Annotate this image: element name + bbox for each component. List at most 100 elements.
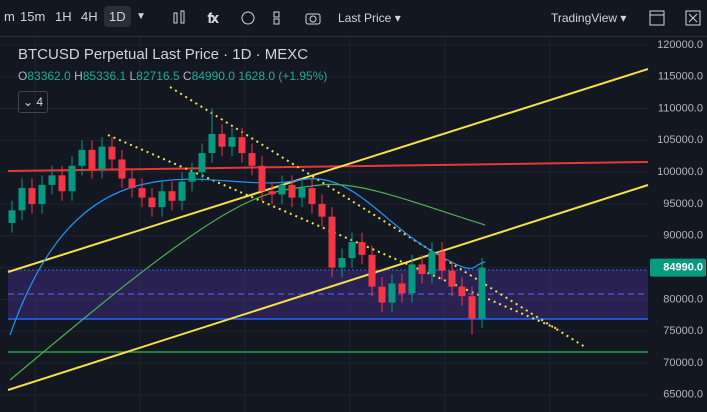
candle-body — [18, 188, 26, 211]
candle-body — [288, 184, 296, 198]
candle-body — [128, 178, 136, 189]
candle-body — [68, 165, 76, 192]
moving-average — [9, 183, 486, 381]
legend-title: BTCUSD Perpetual Last Price · 1D · MEXC — [18, 46, 309, 63]
candle-body — [118, 159, 126, 179]
candle-body — [188, 172, 196, 182]
legend: BTCUSD Perpetual Last Price · 1D · MEXC … — [18, 46, 327, 113]
interval[interactable]: 4H — [81, 9, 98, 24]
resistance-line — [7, 161, 649, 172]
candle-body — [418, 264, 426, 274]
candle-body — [218, 133, 226, 147]
candle-body — [78, 149, 86, 166]
channel-line — [7, 68, 649, 273]
y-tick-label: 65000.0 — [663, 389, 703, 401]
candle-body — [348, 242, 356, 259]
price-axis-bg — [648, 36, 707, 412]
window-icons[interactable] — [648, 9, 703, 27]
candle-body — [208, 133, 216, 154]
y-tick-label: 105000.0 — [657, 134, 703, 146]
dropdown-icon[interactable]: ▼ — [136, 11, 146, 22]
y-tick-label: 70000.0 — [663, 357, 703, 369]
ohlc-value: 85336.1 — [82, 69, 127, 83]
candle-body — [318, 203, 326, 217]
camera-icon[interactable] — [304, 10, 322, 26]
candle-body — [58, 175, 66, 192]
svg-text:fx: fx — [208, 10, 219, 25]
toolbar: m 15m 1H 4H 1D ▼ fx Last Price ▾ Trading… — [0, 0, 707, 37]
candle-body — [28, 188, 36, 204]
candle-body — [448, 270, 456, 287]
grid-verticals — [34, 36, 551, 412]
candle-body — [8, 210, 16, 224]
y-tick-label: 80000.0 — [663, 293, 703, 305]
tool-icons[interactable]: fx — [172, 10, 292, 26]
last-price-box — [650, 258, 706, 277]
candle-body — [368, 254, 376, 287]
change: 1628.0 (+1.95%) — [238, 69, 328, 83]
price-mode-label: Last Price — [338, 11, 392, 25]
last-price-label: 84990.0 — [663, 262, 703, 274]
candles — [8, 108, 486, 335]
indicator-count: 4 — [36, 95, 44, 109]
interval[interactable]: 1H — [55, 9, 72, 24]
candle-body — [378, 286, 386, 303]
candle-body — [158, 191, 166, 208]
interval[interactable]: 15m — [20, 9, 46, 24]
price-mode[interactable]: Last Price ▾ — [338, 11, 401, 25]
candle-body — [428, 251, 436, 274]
channel-line — [7, 184, 649, 391]
candle-body — [178, 181, 186, 201]
candle-body — [408, 264, 416, 294]
candle-body — [478, 267, 486, 319]
y-tick-label: 100000.0 — [657, 166, 703, 178]
ohlc-key: O — [18, 69, 28, 83]
candle-body — [48, 175, 56, 185]
candle-body — [98, 146, 106, 169]
y-tick-label: 75000.0 — [663, 325, 703, 337]
candle-body — [238, 137, 246, 154]
indicator-toggle[interactable]: ⌄ 4 — [18, 91, 48, 113]
candle-body — [168, 191, 176, 201]
y-tick-label: 90000.0 — [663, 230, 703, 242]
brand[interactable]: TradingView ▾ — [551, 11, 627, 25]
y-tick-label: 120000.0 — [657, 39, 703, 51]
candle-body — [248, 153, 256, 166]
ohlc-value: 84990.0 — [191, 69, 235, 83]
candle-body — [308, 188, 316, 204]
candle-body — [438, 251, 446, 271]
candle-body — [298, 188, 306, 198]
candle-body — [458, 286, 466, 297]
interval[interactable]: m — [4, 9, 15, 24]
ohlc-value: 83362.0 — [27, 69, 71, 83]
candle-body — [338, 258, 346, 268]
ohlc-key: H — [74, 69, 83, 83]
candle-body — [108, 146, 116, 160]
ohlc-key: C — [182, 69, 192, 83]
candle-body — [388, 283, 396, 303]
y-tick-label: 110000.0 — [658, 102, 703, 114]
candle-body — [228, 137, 236, 147]
ohlc-value: 82716.5 — [136, 69, 180, 83]
y-tick-label: 95000.0 — [663, 198, 703, 210]
candle-body — [328, 216, 336, 268]
trend-dotted — [169, 86, 586, 348]
candle-body — [88, 149, 96, 169]
candle-body — [148, 197, 156, 208]
candle-body — [138, 188, 146, 198]
candle-body — [398, 283, 406, 294]
candle-body — [38, 184, 46, 204]
candle-body — [358, 242, 366, 255]
brand-label: TradingView — [551, 11, 618, 25]
candle-body — [468, 296, 476, 319]
ohlc: O83362.0 H85336.1 L82716.5 C84990.0 1628… — [18, 69, 327, 83]
candle-body — [268, 191, 276, 195]
y-tick-label: 115000.0 — [658, 71, 703, 83]
interval-active[interactable]: 1D — [104, 6, 131, 27]
ohlc-key: L — [129, 69, 137, 83]
candle-body — [258, 165, 266, 192]
candle-body — [278, 184, 286, 195]
candle-body — [198, 153, 206, 173]
